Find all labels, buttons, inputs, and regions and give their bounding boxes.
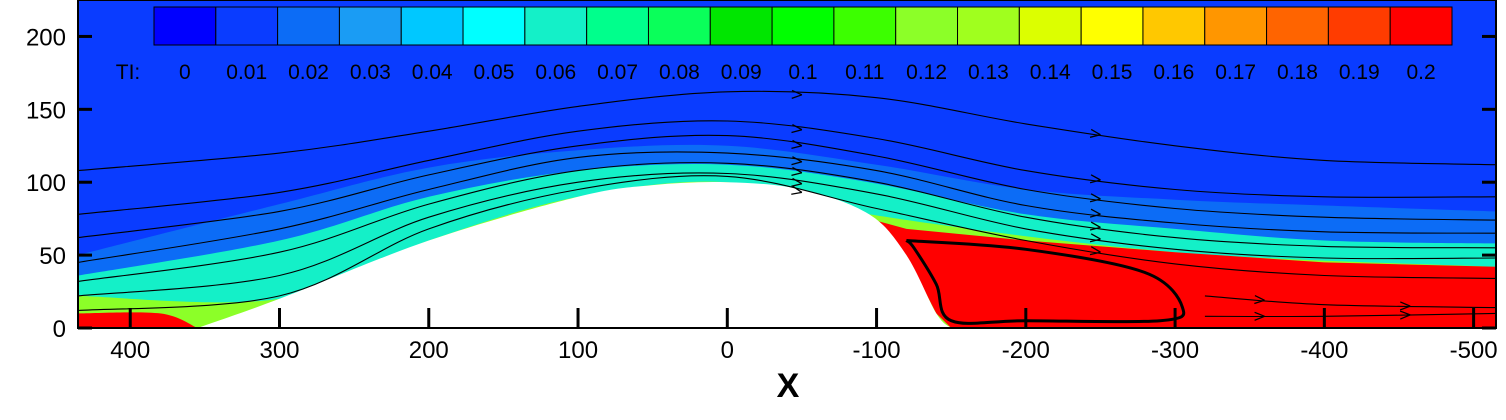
colorbar-swatch [338, 6, 402, 46]
streamline-arrow [791, 123, 803, 134]
colorbar-label: 0.02 [288, 61, 329, 84]
colorbar-swatch [586, 6, 649, 46]
colorbar-swatch [709, 6, 773, 46]
streamline-arrow [1254, 294, 1265, 305]
y-tick-label: 150 [26, 97, 66, 124]
x-tick-label: 100 [558, 337, 598, 364]
y-tick-label: 0 [53, 316, 66, 343]
x-tick-label: -500 [1450, 337, 1498, 364]
x-tick-label: 0 [721, 337, 734, 364]
colorbar-label: 0.11 [845, 61, 884, 84]
streamline-arrow [1089, 174, 1101, 184]
colorbar-swatch [1142, 6, 1206, 46]
colorbar-swatch [771, 6, 835, 46]
streamline-arrow [1399, 310, 1411, 320]
streamline-arrow [1089, 246, 1101, 256]
streamline-arrow [791, 177, 803, 187]
x-tick-label: 400 [110, 337, 150, 364]
colorbar-swatch [1266, 6, 1329, 46]
colorbar-swatch [1327, 6, 1391, 46]
x-tick-label: -300 [1151, 337, 1199, 364]
colorbar-label: 0.09 [721, 61, 762, 84]
colorbar-swatch [1080, 6, 1144, 46]
streamline-arrow [1089, 193, 1101, 203]
ti-band [78, 312, 198, 328]
colorbar-swatch [1389, 6, 1453, 46]
colorbar-label: 0 [179, 61, 191, 84]
colorbar-label: 0.08 [659, 61, 700, 84]
colorbar-swatch [833, 6, 897, 46]
colorbar-swatch [895, 6, 959, 46]
x-tick-label: -100 [853, 337, 901, 364]
colorbar-label: 0.16 [1153, 61, 1194, 84]
colorbar-swatch [1018, 6, 1082, 46]
colorbar-swatch [462, 6, 526, 46]
colorbar-swatch [153, 6, 217, 46]
colorbar-label: 0.05 [474, 61, 515, 84]
axes-frame [77, 0, 1497, 329]
hill-body [197, 182, 952, 328]
streamline [1204, 312, 1496, 318]
colorbar-label: 0.12 [906, 61, 947, 84]
colorbar-swatch [400, 6, 464, 46]
colorbar-label: 0.03 [350, 61, 391, 84]
streamline-arrow [791, 156, 803, 166]
streamline-arrow [791, 89, 803, 100]
streamline-arrow [1089, 221, 1101, 231]
colorbar-label: 0.2 [1406, 61, 1435, 84]
plot-area [78, 0, 1496, 328]
colorbar-swatch [277, 6, 340, 46]
streamline-arrow [1254, 311, 1265, 321]
recirculation-loop [905, 239, 1186, 325]
y-tick-label: 100 [26, 170, 66, 197]
recirculation-zone [869, 218, 1496, 328]
streamline [1204, 295, 1496, 309]
colorbar-label: 0.18 [1277, 61, 1318, 84]
colorbar-swatch [215, 6, 279, 46]
colorbar-label: 0.07 [597, 61, 638, 84]
axes: 400 300 200 100 0 -100 -200 -300 -400 -500 0 50 100 1… [26, 0, 1498, 364]
colorbar-label: 0.15 [1092, 61, 1133, 84]
x-axis-title: X [777, 367, 800, 405]
streamline-arrow [1089, 208, 1101, 218]
colorbar-swatch [647, 6, 711, 46]
colorbar-label: 0.04 [412, 61, 453, 84]
y-tick-label: 50 [39, 243, 66, 270]
colorbar-label: 0.1 [788, 61, 817, 84]
streamline-arrow [1089, 128, 1101, 138]
colorbar-label: 0.14 [1030, 61, 1071, 84]
colorbar-label: 0.01 [226, 61, 267, 84]
colorbar-label: 0.19 [1339, 61, 1380, 84]
streamline-arrow [1399, 301, 1411, 311]
streamline-arrow [791, 185, 803, 195]
x-tick-label: -400 [1300, 337, 1348, 364]
colorbar-title: TI: [116, 61, 141, 84]
colorbar-label: 0.17 [1215, 61, 1256, 84]
colorbar-swatch [1204, 6, 1268, 46]
x-tick-label: 200 [409, 337, 449, 364]
streamline-arrow [791, 139, 803, 150]
x-tick-label: -200 [1002, 337, 1050, 364]
y-tick-label: 200 [26, 24, 66, 51]
colorbar-label: 0.13 [968, 61, 1009, 84]
colorbar-swatch [524, 6, 588, 46]
colorbar-label: 0.06 [535, 61, 576, 84]
x-tick-label: 300 [259, 337, 299, 364]
streamline-arrow [791, 166, 803, 177]
colorbar-swatch [957, 6, 1020, 46]
streamline-arrow [1089, 233, 1101, 243]
colorbar: TI: 0 0.01 0.02 0.03 0.04 0.05 0.06 0.07 0.08 0.09… [116, 6, 1453, 84]
